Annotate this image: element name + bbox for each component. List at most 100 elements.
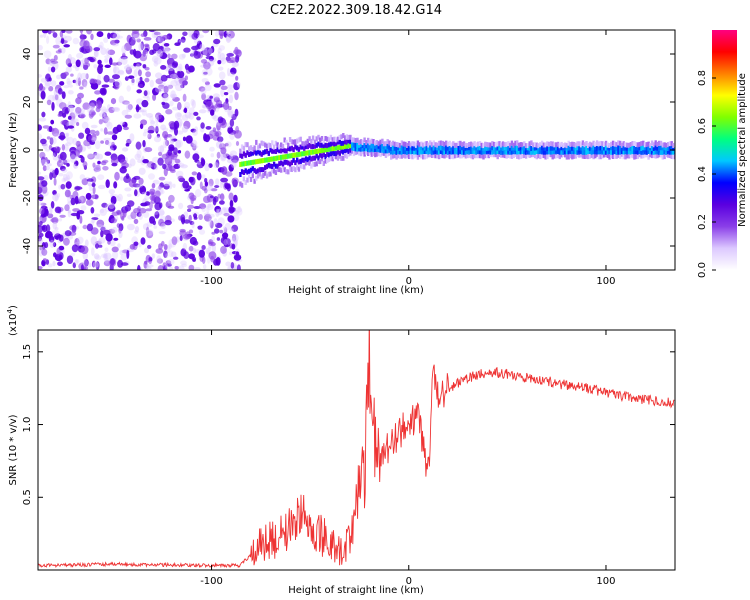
noise-cell: [204, 51, 209, 56]
noise-cell: [202, 47, 208, 56]
noise-cell: [61, 168, 68, 173]
noise-cell: [142, 140, 146, 148]
noise-cell: [156, 52, 162, 57]
signal-cell: [613, 145, 617, 151]
noise-cell: [162, 163, 167, 170]
signal-cell: [571, 145, 574, 151]
noise-cell: [112, 126, 120, 134]
noise-cell: [71, 224, 77, 233]
signal-cell: [517, 154, 521, 160]
noise-cell: [96, 31, 104, 38]
noise-cell: [170, 251, 177, 258]
noise-cell: [219, 181, 224, 189]
signal-cell: [351, 145, 354, 151]
noise-cell: [152, 220, 156, 226]
signal-cell: [407, 145, 411, 151]
signal-cell: [611, 149, 615, 155]
signal-cell: [477, 141, 480, 147]
noise-cell: [104, 64, 111, 69]
noise-cell: [108, 189, 116, 195]
noise-cell: [107, 204, 116, 212]
noise-cell: [135, 78, 141, 84]
noise-cell: [143, 129, 148, 134]
noise-cell: [163, 43, 170, 47]
signal-cell: [627, 145, 631, 151]
signal-cell: [411, 145, 414, 151]
signal-cell: [540, 145, 544, 151]
noise-cell: [209, 195, 214, 199]
noise-cell: [158, 185, 162, 190]
signal-cell: [446, 149, 450, 155]
signal-cell: [608, 154, 611, 160]
noise-cell: [76, 122, 80, 126]
signal-cell: [528, 141, 531, 147]
signal-cell: [588, 149, 592, 154]
signal-cell: [409, 145, 412, 151]
noise-cell: [227, 67, 230, 77]
signal-cell: [336, 139, 340, 145]
signal-cell: [517, 149, 521, 155]
signal-cell: [349, 134, 352, 140]
signal-cell: [349, 139, 352, 145]
signal-cell: [540, 140, 544, 146]
noise-cell: [222, 232, 229, 239]
noise-cell: [193, 213, 198, 219]
signal-cell: [345, 139, 349, 145]
signal-cell: [461, 142, 464, 148]
signal-cell: [572, 145, 576, 151]
noise-cell: [198, 109, 207, 114]
noise-cell: [113, 65, 117, 74]
signal-cell: [485, 153, 489, 159]
noise-cell: [114, 171, 120, 181]
noise-cell: [38, 235, 43, 242]
noise-cell: [163, 265, 168, 270]
noise-cell: [54, 206, 62, 214]
signal-cell: [452, 141, 455, 147]
noise-cell: [119, 249, 124, 256]
signal-cell: [452, 154, 455, 160]
signal-cell: [395, 154, 398, 160]
noise-cell: [213, 196, 219, 203]
signal-cell: [606, 142, 609, 148]
signal-cell: [647, 145, 650, 151]
signal-cell: [523, 141, 526, 147]
signal-cell: [381, 147, 384, 153]
signal-cell: [626, 153, 629, 159]
signal-cell: [622, 145, 625, 151]
signal-cell: [320, 153, 324, 159]
signal-cell: [631, 141, 634, 146]
signal-cell: [567, 145, 570, 151]
signal-cell: [484, 153, 487, 159]
noise-cell: [229, 57, 237, 63]
signal-cell: [535, 154, 538, 160]
signal-cell: [603, 149, 606, 155]
signal-cell: [455, 142, 459, 148]
noise-cell: [172, 96, 180, 102]
signal-cell: [418, 149, 421, 155]
signal-cell: [578, 149, 581, 155]
noise-cell: [49, 30, 56, 34]
noise-cell: [84, 57, 89, 65]
signal-cell: [437, 149, 441, 155]
signal-cell: [464, 153, 467, 159]
noise-cell: [65, 30, 73, 34]
signal-cell: [564, 145, 567, 151]
noise-cell: [146, 113, 154, 118]
signal-cell: [356, 142, 359, 148]
signal-cell: [493, 152, 496, 158]
noise-cell: [95, 261, 100, 270]
signal-cell: [262, 141, 265, 147]
noise-cell: [38, 171, 42, 176]
signal-cell: [572, 142, 576, 147]
signal-cell: [292, 152, 295, 158]
signal-cell: [569, 142, 572, 147]
noise-cell: [46, 163, 52, 167]
noise-cell: [100, 140, 104, 144]
noise-cell: [100, 128, 104, 132]
signal-cell: [276, 163, 279, 169]
signal-cell: [567, 140, 570, 146]
signal-cell: [253, 145, 256, 151]
signal-cell: [668, 145, 672, 151]
noise-cell: [141, 110, 148, 116]
noise-cell: [208, 241, 212, 246]
